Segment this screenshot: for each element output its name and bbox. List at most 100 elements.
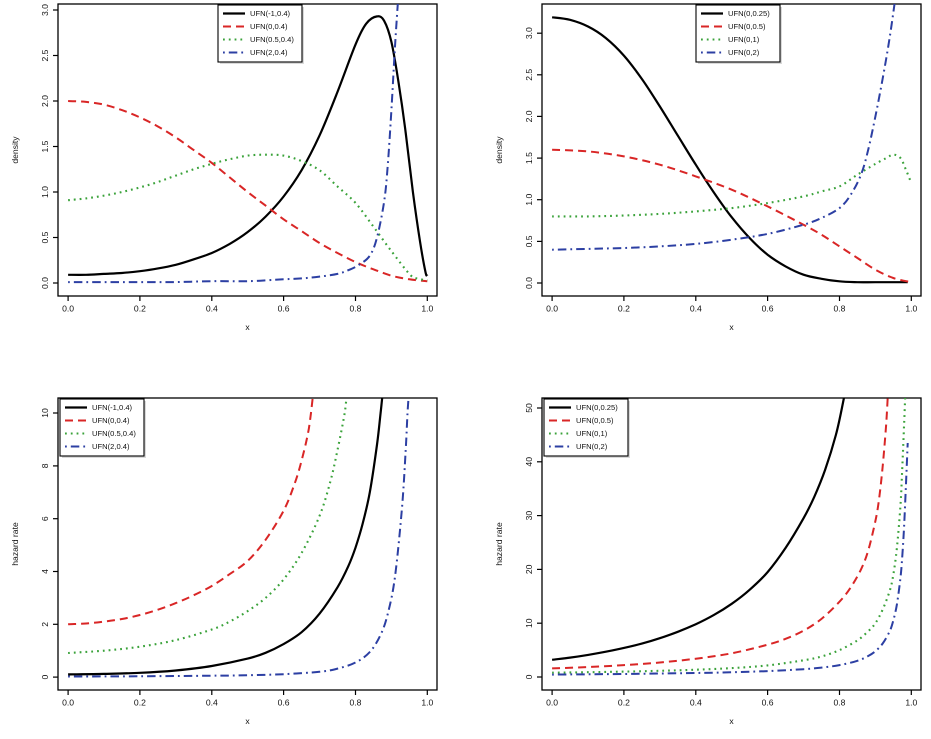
plot-svg-bottom-left: 0.0 0.2 0.4 0.6 0.8 1.0 0 2 4 6 8 10 x hazard rate UFN… [10, 397, 438, 726]
y-tick-label: 2.0 [524, 110, 534, 122]
curves-group [68, 398, 410, 678]
curves-group [551, 4, 913, 284]
legend-item-label: UFN(0,2) [728, 48, 760, 57]
y-axis-title: density [10, 136, 20, 164]
plot-frame [541, 397, 922, 691]
x-tick-label: 1.0 [905, 698, 917, 708]
plot-svg-top-right: 0.0 0.2 0.4 0.6 0.8 1.0 0.0 0.5 1.0 1.5 2.0 2.5 3.0 x… [494, 3, 922, 332]
y-tick-label: 1.5 [40, 140, 50, 152]
plot-svg-bottom-right: 0.0 0.2 0.4 0.6 0.8 1.0 0 10 20 30 40 50 x hazard rat… [494, 397, 922, 726]
panel-density-by-mu: 0.0 0.2 0.4 0.6 0.8 1.0 0.0 0.5 1.0 1.5 2.0 2.5 3.0 x… [0, 0, 466, 354]
plot-frame [57, 397, 438, 691]
legend: UFN(-1,0.4) UFN(0,0.4) UFN(0.5,0.4) UFN(2,0… [59, 398, 146, 458]
y-tick-label: 4 [40, 569, 50, 574]
x-tick-label: 1.0 [421, 698, 433, 708]
x-tick-label: 0.6 [278, 304, 290, 314]
legend-item-label: UFN(0,0.25) [728, 9, 770, 18]
series-curve-UFN(2,0.4) [68, 398, 410, 678]
series-curve-UFN(2,0.4) [68, 4, 399, 284]
y-tick-label: 10 [40, 408, 50, 418]
y-tick-label: 0.0 [40, 277, 50, 289]
legend-item-label: UFN(0,0.5) [728, 22, 766, 31]
x-tick-label: 0.6 [762, 698, 774, 708]
x-tick-label: 0.8 [834, 698, 846, 708]
y-tick-label: 0 [524, 674, 534, 679]
y-tick-label: 2 [40, 622, 50, 627]
x-tick-label: 0.2 [134, 698, 146, 708]
series-curve-UFN(-1,0.4) [68, 15, 429, 277]
series-curve-UFN(0,0.25) [551, 398, 846, 661]
legend-item-label: UFN(0,2) [576, 442, 608, 451]
y-tick-label: 20 [524, 564, 534, 574]
y-tick-label: 2.5 [40, 49, 50, 61]
legend-item-label: UFN(2,0.4) [250, 48, 288, 57]
x-axis-title: x [245, 716, 250, 726]
series-curve-UFN(0.5,0.4) [67, 153, 428, 282]
x-tick-label: 0.0 [546, 698, 558, 708]
legend: UFN(0,0.25) UFN(0,0.5) UFN(0,1) UFN(0,2) [543, 398, 630, 458]
x-axis-title: x [245, 322, 250, 332]
series-curve-UFN(0,0.5) [552, 398, 889, 670]
y-tick-label: 0.0 [524, 277, 534, 289]
x-tick-label: 0.4 [206, 698, 218, 708]
y-axis-title: hazard rate [10, 522, 20, 566]
series-curve-UFN(-1,0.4) [68, 398, 384, 676]
series-curve-UFN(0,0.25) [551, 16, 908, 284]
y-tick-label: 2.5 [524, 69, 534, 81]
panel-hazard-by-mu: 0.0 0.2 0.4 0.6 0.8 1.0 0 2 4 6 8 10 x hazard rate UFN… [0, 385, 466, 739]
legend-item-label: UFN(0.5,0.4) [92, 429, 136, 438]
x-tick-label: 0.0 [62, 304, 74, 314]
x-tick-label: 0.8 [350, 304, 362, 314]
plot-frame [57, 3, 438, 297]
x-tick-label: 0.2 [134, 304, 146, 314]
x-tick-label: 0.0 [546, 304, 558, 314]
x-tick-label: 0.2 [618, 304, 630, 314]
series-curve-UFN(0,1) [552, 153, 913, 218]
legend-item-label: UFN(-1,0.4) [92, 403, 133, 412]
legend-item-label: UFN(0.5,0.4) [250, 35, 294, 44]
y-tick-label: 3.0 [524, 27, 534, 39]
legend-item-label: UFN(2,0.4) [92, 442, 130, 451]
y-tick-label: 0 [40, 674, 50, 679]
series-curve-UFN(0,0.4) [68, 398, 314, 626]
x-tick-label: 0.6 [762, 304, 774, 314]
y-axis-title: hazard rate [494, 522, 504, 566]
panel-hazard-by-sigma: 0.0 0.2 0.4 0.6 0.8 1.0 0 10 20 30 40 50 x hazard rat… [465, 385, 931, 739]
y-tick-label: 2.0 [40, 95, 50, 107]
x-tick-label: 0.8 [350, 698, 362, 708]
legend-item-label: UFN(0,0.4) [250, 22, 288, 31]
x-axis-title: x [729, 716, 734, 726]
legend-item-label: UFN(0,0.25) [576, 403, 618, 412]
legend-item-label: UFN(0,0.4) [92, 416, 130, 425]
curves-group [551, 398, 909, 676]
legend: UFN(-1,0.4) UFN(0,0.4) UFN(0.5,0.4) UFN(2,0… [217, 4, 304, 64]
series-curve-UFN(0,2) [552, 442, 909, 676]
x-tick-label: 0.4 [690, 304, 702, 314]
y-tick-label: 0.5 [524, 235, 534, 247]
legend-item-label: UFN(0,1) [728, 35, 760, 44]
x-tick-label: 0.2 [618, 698, 630, 708]
x-tick-label: 1.0 [905, 304, 917, 314]
x-tick-label: 0.8 [834, 304, 846, 314]
y-tick-label: 1.5 [524, 152, 534, 164]
y-tick-label: 3.0 [40, 4, 50, 16]
panel-density-by-sigma: 0.0 0.2 0.4 0.6 0.8 1.0 0.0 0.5 1.0 1.5 2.0 2.5 3.0 x… [465, 0, 931, 354]
curves-group [67, 4, 429, 284]
y-tick-label: 50 [524, 403, 534, 413]
plot-frame [541, 3, 922, 297]
y-tick-label: 8 [40, 463, 50, 468]
series-curve-UFN(0,0.4) [68, 100, 428, 283]
plot-svg-top-left: 0.0 0.2 0.4 0.6 0.8 1.0 0.0 0.5 1.0 1.5 2.0 2.5 3.0 x… [10, 3, 438, 332]
x-tick-label: 0.0 [62, 698, 74, 708]
series-curve-UFN(0.5,0.4) [68, 398, 348, 655]
legend: UFN(0,0.25) UFN(0,0.5) UFN(0,1) UFN(0,2) [695, 4, 782, 64]
x-axis-title: x [729, 322, 734, 332]
series-curve-UFN(0,2) [552, 4, 896, 251]
y-tick-label: 10 [524, 618, 534, 628]
x-tick-label: 0.4 [690, 698, 702, 708]
y-tick-label: 40 [524, 457, 534, 467]
legend-item-label: UFN(0,1) [576, 429, 608, 438]
legend-item-label: UFN(0,0.5) [576, 416, 614, 425]
x-tick-label: 0.4 [206, 304, 218, 314]
